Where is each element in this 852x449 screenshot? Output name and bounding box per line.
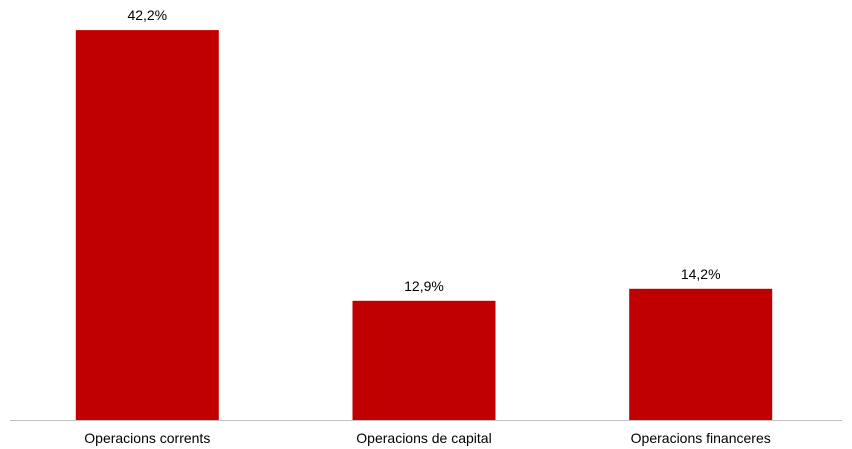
value-label-1: 42,2%: [127, 7, 167, 23]
value-label-2: 12,9%: [404, 278, 444, 294]
category-label-1: Operacions corrents: [84, 430, 210, 446]
value-labels-group: 42,2% 12,9% 14,2%: [127, 7, 720, 294]
category-labels-group: Operacions corrents Operacions de capital…: [84, 430, 770, 446]
bars-group: [75, 30, 773, 420]
bar-1: [75, 30, 219, 420]
value-label-3: 14,2%: [681, 266, 721, 282]
category-label-3: Operacions financeres: [631, 430, 771, 446]
bar-2: [352, 300, 496, 420]
category-label-2: Operacions de capital: [356, 430, 491, 446]
bar-3: [629, 288, 773, 420]
